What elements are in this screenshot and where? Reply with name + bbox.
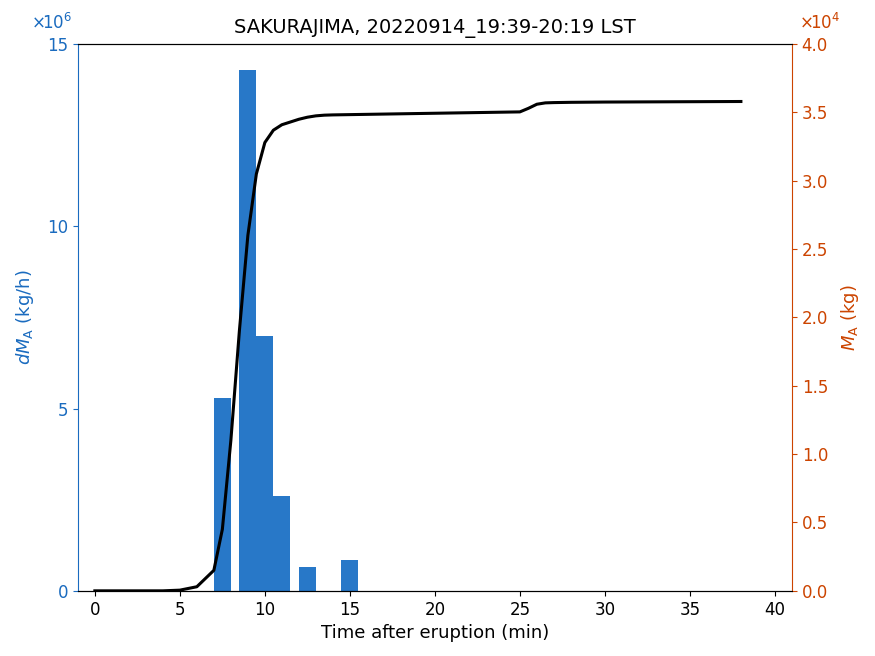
Bar (341, 560, 359, 591)
Bar (240, 70, 256, 591)
Text: $\times\!10^4$: $\times\!10^4$ (799, 13, 840, 33)
Text: $\times\!10^6$: $\times\!10^6$ (31, 13, 73, 33)
Title: SAKURAJIMA, 20220914_19:39-20:19 LST: SAKURAJIMA, 20220914_19:39-20:19 LST (234, 19, 636, 38)
X-axis label: Time after eruption (min): Time after eruption (min) (321, 624, 549, 642)
Bar (214, 398, 231, 591)
Y-axis label: $dM_{\rm A}\ \rm (kg/h)$: $dM_{\rm A}\ \rm (kg/h)$ (14, 270, 36, 365)
Bar (299, 567, 316, 591)
Bar (256, 336, 273, 591)
Bar (273, 496, 290, 591)
Y-axis label: $M_{\rm A}\ \rm (kg)$: $M_{\rm A}\ \rm (kg)$ (839, 284, 861, 351)
